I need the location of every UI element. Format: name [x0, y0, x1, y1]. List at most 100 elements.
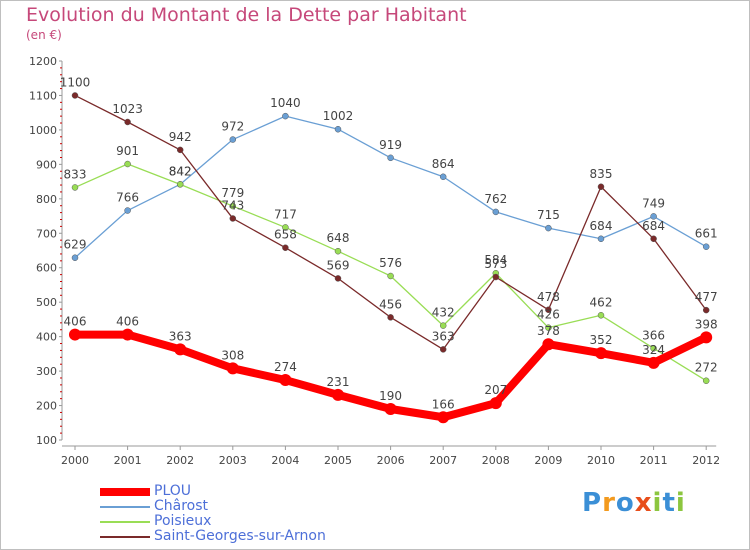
data-label: 661	[695, 227, 718, 241]
data-label: 378	[537, 324, 560, 338]
logo-letter: o	[615, 488, 635, 518]
x-tick-label: 2012	[692, 454, 720, 467]
data-point	[69, 328, 81, 341]
data-label: 352	[590, 333, 613, 347]
data-label: 1100	[60, 75, 91, 89]
data-label: 477	[695, 290, 718, 304]
data-point	[597, 235, 605, 243]
data-point	[702, 306, 710, 314]
data-point	[545, 306, 552, 314]
data-label: 658	[274, 228, 297, 242]
data-point	[332, 388, 344, 401]
data-point	[71, 184, 79, 191]
legend-swatch	[100, 488, 150, 496]
data-label: 684	[642, 219, 665, 233]
data-point	[650, 213, 657, 220]
data-point	[229, 202, 237, 210]
data-point	[279, 374, 292, 387]
y-tick-label: 500	[36, 296, 57, 309]
data-point	[226, 362, 239, 375]
data-label: 648	[327, 231, 350, 245]
data-point	[174, 343, 187, 356]
data-label: 308	[221, 348, 244, 362]
data-label: 398	[695, 317, 718, 331]
data-label: 324	[642, 343, 665, 357]
data-label: 462	[590, 295, 613, 309]
data-label: 166	[432, 397, 455, 411]
data-point	[282, 112, 289, 120]
data-label: 684	[590, 219, 613, 233]
data-label: 972	[221, 120, 244, 134]
legend-swatch	[100, 506, 150, 508]
data-label: 919	[379, 138, 402, 152]
data-label: 1002	[323, 109, 354, 123]
data-point	[702, 377, 710, 384]
data-label: 864	[432, 157, 455, 171]
y-tick-label: 700	[36, 227, 57, 240]
data-point	[700, 331, 713, 344]
data-label: 478	[537, 290, 560, 304]
data-point	[489, 397, 502, 410]
y-tick-label: 600	[36, 262, 57, 275]
data-point	[595, 347, 607, 360]
chart-title: Evolution du Montant de la Dette par Hab…	[26, 4, 467, 26]
proxiti-logo: Proxiti	[582, 488, 686, 518]
data-label: 842	[169, 164, 192, 178]
data-labels-layer: 406 406 363 308 274 231 190 166 207 378 352 324 398 6…	[60, 75, 718, 411]
data-label: 406	[64, 315, 87, 329]
data-point	[387, 272, 394, 280]
data-point	[229, 136, 237, 143]
data-point	[121, 328, 134, 341]
data-label: 363	[169, 329, 192, 343]
data-label: 1040	[270, 96, 301, 110]
x-tick-label: 2008	[482, 454, 510, 467]
y-tick-label: 1000	[29, 124, 57, 137]
data-label: 366	[642, 328, 665, 342]
data-label: 573	[484, 257, 507, 271]
data-point	[176, 146, 184, 154]
data-point	[334, 247, 342, 255]
data-label: 584	[484, 253, 507, 267]
data-label: 272	[695, 361, 718, 375]
data-point	[542, 338, 555, 351]
x-tick-label: 2005	[324, 454, 352, 467]
data-label: 426	[537, 308, 560, 322]
data-label: 1023	[112, 102, 143, 116]
x-tick-label: 2007	[429, 454, 457, 467]
data-point	[387, 154, 394, 162]
data-point	[71, 254, 79, 261]
data-point	[229, 215, 237, 222]
y-tick-label: 1200	[29, 55, 57, 68]
data-point	[334, 125, 342, 133]
x-tick-label: 2011	[640, 454, 668, 467]
data-point	[492, 208, 500, 216]
logo-letter: P	[582, 488, 603, 518]
legend-label: PLOU	[154, 483, 192, 499]
data-point	[439, 173, 447, 181]
data-point	[124, 207, 131, 214]
data-label: 456	[379, 297, 402, 311]
x-tick-label: 2006	[377, 454, 405, 467]
data-point	[384, 402, 397, 415]
data-label: 743	[221, 198, 244, 212]
data-point	[597, 312, 605, 319]
data-label: 231	[327, 375, 350, 389]
data-point	[334, 275, 342, 282]
x-tick-label: 2000	[61, 454, 89, 467]
axes: 1002003004005006007008009001000110012002…	[29, 55, 720, 467]
data-label: 629	[64, 238, 87, 252]
data-label: 576	[379, 256, 402, 270]
logo-letter: i	[652, 488, 663, 518]
data-point	[647, 356, 660, 369]
data-point	[437, 411, 450, 424]
data-point	[650, 345, 657, 352]
data-point	[492, 273, 500, 281]
data-point	[702, 243, 710, 250]
x-tick-label: 2003	[219, 454, 247, 467]
y-tick-label: 800	[36, 193, 57, 206]
y-tick-label: 100	[36, 434, 57, 447]
logo-letter: i	[675, 488, 686, 518]
legend-label: Saint-Georges-sur-Arnon	[154, 528, 326, 544]
data-point	[124, 160, 131, 168]
